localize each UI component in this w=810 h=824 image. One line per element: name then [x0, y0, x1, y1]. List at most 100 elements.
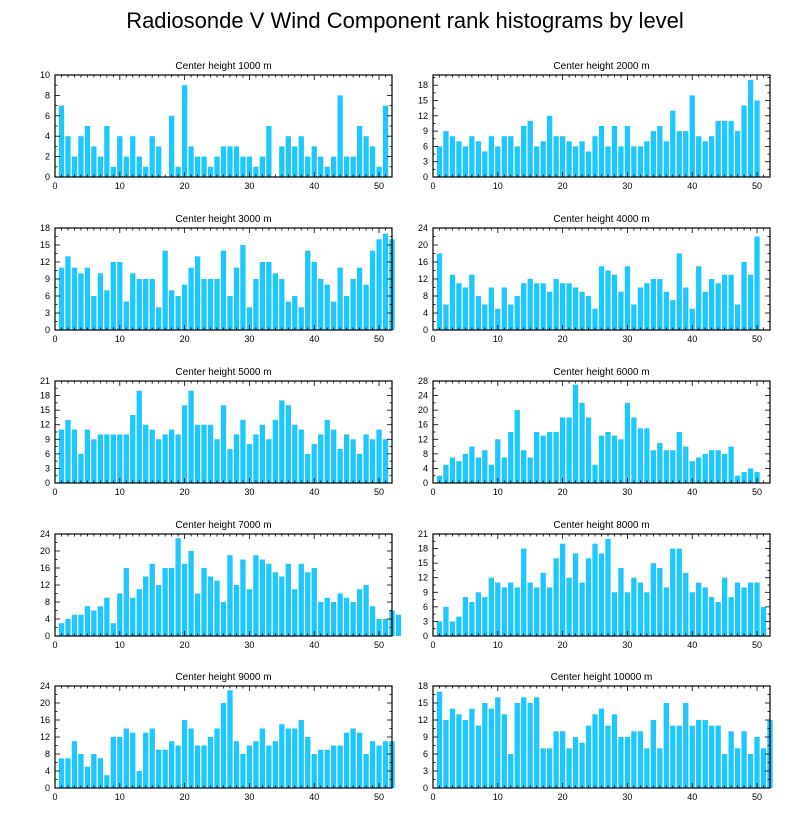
histogram-bar [670, 450, 676, 483]
histogram-bar [456, 141, 462, 177]
y-tick-label: 9 [45, 434, 50, 444]
histogram-bar [624, 737, 631, 788]
histogram-bar [233, 741, 240, 788]
histogram-bar [136, 156, 142, 177]
histogram-bar [324, 749, 330, 788]
histogram-bar [709, 725, 715, 788]
histogram-bar [91, 610, 97, 636]
y-tick-label: 0 [45, 631, 50, 641]
histogram-bar [663, 291, 669, 330]
histogram-bar [754, 737, 760, 788]
x-tick-label: 40 [309, 640, 319, 650]
y-tick-label: 12 [418, 274, 428, 284]
histogram-bar [65, 758, 71, 788]
histogram-bar [337, 267, 343, 330]
histogram-bar [572, 553, 579, 636]
histogram-bar [395, 614, 402, 636]
histogram-bar [572, 737, 579, 788]
histogram-bar [598, 553, 605, 636]
histogram-bar [214, 279, 220, 330]
histogram-bar [469, 708, 475, 788]
panel-title: Center height 3000 m [175, 214, 271, 225]
histogram-bar [501, 287, 507, 330]
histogram-bar [331, 745, 337, 788]
histogram-bar [547, 587, 553, 636]
histogram-bar [123, 568, 129, 636]
y-tick-label: 20 [40, 698, 50, 708]
histogram-bar [579, 582, 585, 636]
histogram-bar [443, 720, 449, 788]
histogram-bar [559, 283, 566, 330]
histogram-bar [110, 166, 116, 177]
y-tick-label: 12 [418, 434, 428, 444]
histogram-bar [488, 577, 494, 636]
histogram-bar [734, 475, 741, 483]
histogram-bar [272, 273, 278, 330]
histogram-bar [598, 708, 605, 788]
histogram-bar [350, 602, 356, 636]
histogram-bar [683, 287, 689, 330]
histogram-bar [508, 582, 514, 636]
x-tick-label: 40 [687, 181, 697, 191]
histogram-bar [188, 728, 194, 788]
histogram-bar [689, 592, 695, 636]
histogram-bar [475, 457, 482, 483]
histogram-bar [207, 166, 214, 177]
histogram-bar [343, 296, 350, 330]
histogram-bar [754, 472, 760, 483]
y-tick-label: 18 [418, 681, 428, 691]
histogram-bar [585, 417, 592, 483]
histogram-bar [356, 267, 363, 330]
histogram-bar [369, 606, 376, 636]
histogram-bar [585, 725, 592, 788]
histogram-bar [123, 728, 129, 788]
histogram-bar [194, 745, 201, 788]
histogram-bar [715, 725, 721, 788]
histogram-bar [285, 728, 291, 788]
histogram-bar [747, 468, 754, 483]
x-tick-label: 50 [374, 181, 384, 191]
histogram-bar [84, 606, 91, 636]
histogram-bar [305, 737, 311, 788]
histogram-bar [305, 572, 311, 636]
histogram-bar [495, 697, 501, 788]
histogram-bar [689, 95, 695, 177]
histogram-bar [227, 449, 233, 483]
histogram-bar [130, 273, 136, 330]
histogram-bar [162, 749, 168, 788]
histogram-bar [194, 156, 201, 177]
histogram-bar [194, 593, 201, 636]
panel-title: Center height 7000 m [175, 520, 271, 531]
histogram-bar [363, 136, 369, 177]
histogram-bar [611, 435, 618, 483]
histogram-bar [605, 146, 611, 177]
histogram-bar [754, 236, 760, 330]
histogram-bar [181, 720, 188, 788]
histogram-bar [592, 308, 598, 330]
histogram-bar [188, 390, 194, 483]
histogram-bar [65, 136, 71, 177]
y-tick-label: 20 [418, 405, 428, 415]
histogram-bar [117, 136, 123, 177]
y-tick-label: 10 [40, 70, 50, 80]
x-tick-label: 30 [622, 640, 632, 650]
y-tick-label: 6 [45, 449, 50, 459]
histogram-bar [220, 250, 227, 330]
histogram-bar [337, 745, 343, 788]
histogram-bar [91, 296, 97, 330]
y-tick-label: 0 [423, 478, 428, 488]
histogram-bar [696, 136, 702, 177]
histogram-bar [527, 457, 533, 483]
y-tick-label: 15 [418, 698, 428, 708]
y-tick-label: 0 [423, 631, 428, 641]
histogram-bar [501, 457, 507, 483]
histogram-bar [741, 262, 747, 330]
x-tick-label: 40 [687, 640, 697, 650]
histogram-bar [650, 720, 656, 788]
histogram-bar [188, 267, 194, 330]
x-tick-label: 40 [687, 487, 697, 497]
histogram-bar [456, 616, 462, 636]
histogram-bar [683, 572, 689, 636]
histogram-bar [143, 166, 149, 177]
x-tick-label: 20 [180, 334, 190, 344]
